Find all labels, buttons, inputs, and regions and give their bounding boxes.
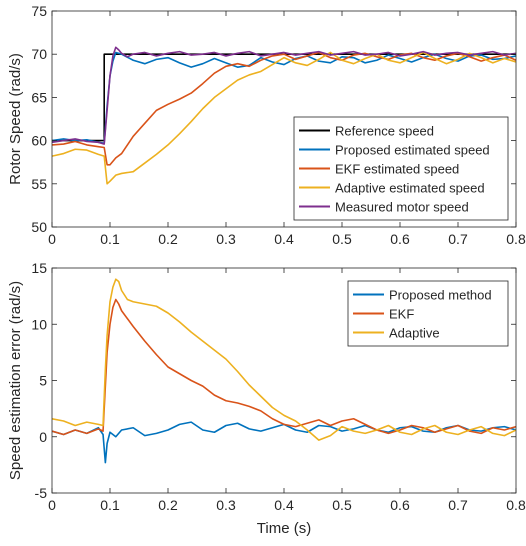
- legend-entry: Measured motor speed: [335, 200, 469, 215]
- y-tick-label: 5: [39, 373, 47, 389]
- legend-entry: EKF estimated speed: [335, 162, 459, 177]
- series-group: [52, 278, 516, 464]
- x-tick-label: 0.6: [390, 231, 410, 247]
- y-tick-label: 0: [39, 429, 47, 445]
- x-tick-label: 0.4: [274, 497, 294, 513]
- x-tick-label: 0.7: [448, 231, 468, 247]
- series-line-4: [52, 46, 516, 145]
- y-tick-label: 65: [31, 89, 47, 105]
- series-group: [52, 46, 516, 185]
- y-tick-label: 70: [31, 46, 47, 62]
- x-tick-label: 0.1: [100, 497, 120, 513]
- series-line-0: [52, 421, 516, 464]
- y-tick-label: 15: [31, 260, 47, 276]
- x-tick-label: 0.2: [158, 497, 178, 513]
- x-tick-label: 0.2: [158, 231, 178, 247]
- x-axis-label: Time (s): [257, 520, 311, 537]
- legend: Reference speed Proposed estimated speed E…: [293, 116, 509, 221]
- y-tick-label: 10: [31, 316, 47, 332]
- y-tick-label: 75: [31, 3, 47, 19]
- legend-entry: Proposed estimated speed: [335, 143, 490, 158]
- legend: Proposed method EKF Adaptive: [347, 280, 509, 347]
- series-line-2: [52, 51, 516, 166]
- x-tick-label: 0.7: [448, 497, 468, 513]
- legend-entry: Proposed method: [389, 288, 492, 303]
- x-tick-label: 0.1: [100, 231, 120, 247]
- x-tick-label: 0.8: [506, 231, 526, 247]
- x-tick-label: 0.8: [506, 497, 526, 513]
- x-tick-label: 0.3: [216, 231, 236, 247]
- series-line-3: [52, 51, 516, 185]
- x-tick-label: 0.4: [274, 231, 294, 247]
- y-tick-label: 55: [31, 176, 47, 192]
- legend-entry: EKF: [389, 307, 414, 322]
- y-tick-label: 50: [31, 219, 47, 235]
- x-tick-label: 0: [48, 231, 56, 247]
- top-panel-rotor-speed: 0 0.1 0.2 0.3 0.4 0.5 0.6 0.7 0.8 50 55 60 65 70 75 Rot…: [7, 3, 526, 247]
- y-axis-label: Rotor Speed (rad/s): [7, 53, 24, 185]
- legend-entry: Adaptive: [389, 326, 440, 341]
- y-axis-label: Speed estimation error (rad/s): [7, 281, 24, 480]
- y-tick-label: -5: [35, 485, 48, 501]
- series-line-2: [52, 278, 516, 441]
- x-tick-label: 0.5: [332, 497, 352, 513]
- y-tick-label: 60: [31, 133, 47, 149]
- x-tick-label: 0.6: [390, 497, 410, 513]
- legend-entry: Adaptive estimated speed: [335, 181, 485, 196]
- x-tick-label: 0.3: [216, 497, 236, 513]
- legend-entry: Reference speed: [335, 124, 434, 139]
- x-tick-label: 0: [48, 497, 56, 513]
- x-tick-label: 0.5: [332, 231, 352, 247]
